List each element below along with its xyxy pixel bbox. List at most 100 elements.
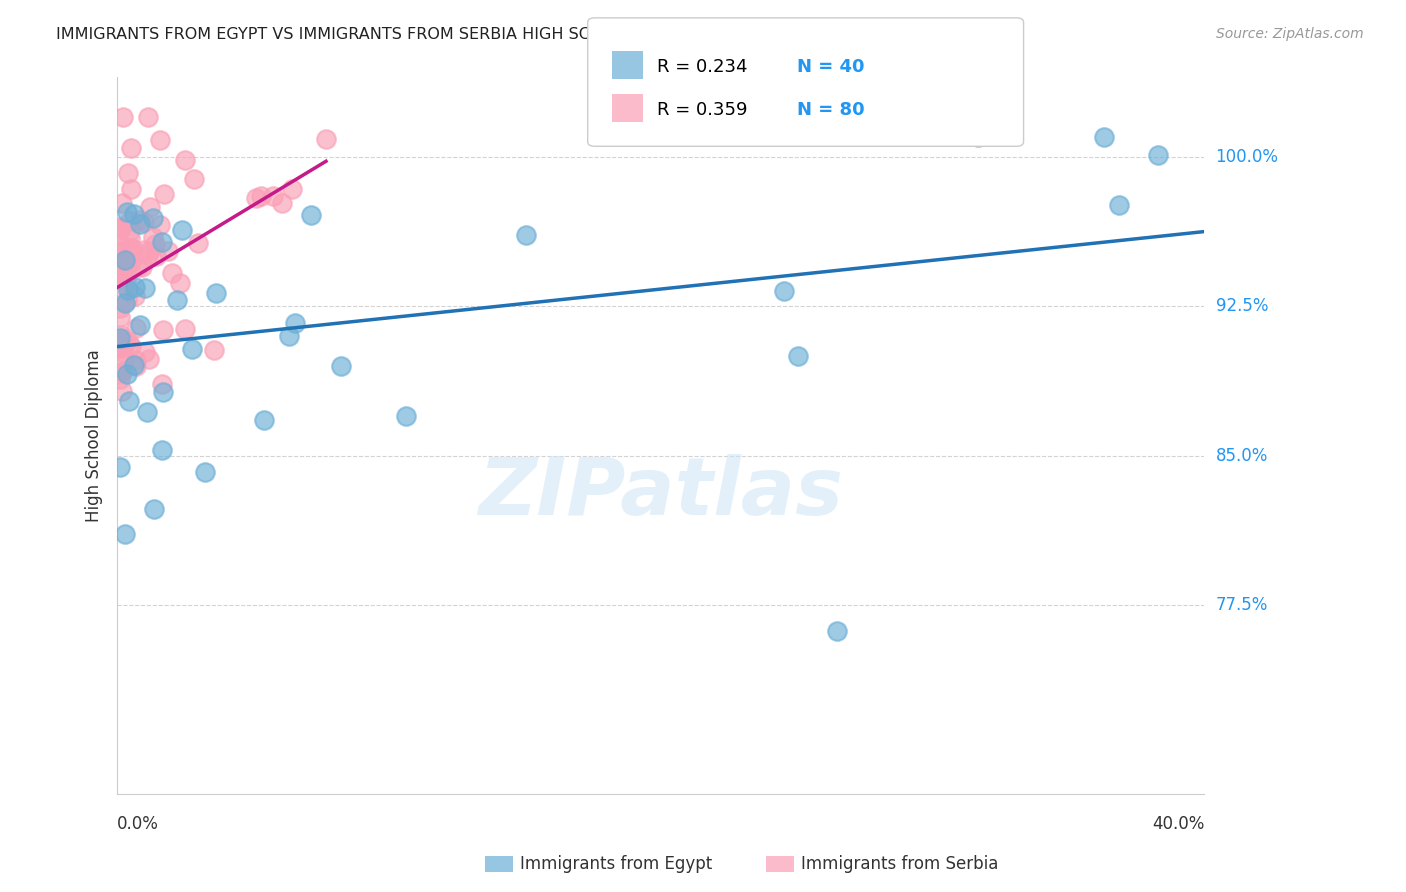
Point: [827, 624, 849, 638]
Point: [108, 371, 131, 385]
Point: [153, 186, 176, 201]
Point: [183, 172, 205, 186]
Point: [301, 208, 323, 222]
Point: [129, 213, 152, 227]
Text: 77.5%: 77.5%: [1216, 596, 1268, 614]
Point: [108, 310, 131, 324]
Text: N = 80: N = 80: [797, 101, 865, 119]
Point: [156, 244, 179, 258]
Point: [120, 339, 142, 353]
Point: [142, 502, 165, 516]
Point: [271, 196, 294, 211]
Point: [122, 358, 145, 372]
Point: [132, 215, 155, 229]
Point: [1147, 148, 1170, 162]
Point: [115, 367, 138, 381]
Text: IMMIGRANTS FROM EGYPT VS IMMIGRANTS FROM SERBIA HIGH SCHOOL DIPLOMA CORRELATION : IMMIGRANTS FROM EGYPT VS IMMIGRANTS FROM…: [56, 27, 893, 42]
Point: [108, 331, 131, 345]
Point: [111, 366, 134, 380]
Point: [118, 394, 141, 409]
Point: [145, 249, 167, 263]
Point: [253, 413, 276, 427]
Point: [152, 385, 174, 400]
Point: [114, 526, 136, 541]
Point: [245, 190, 267, 204]
Point: [120, 224, 142, 238]
Point: [110, 257, 132, 271]
Point: [122, 207, 145, 221]
Point: [111, 340, 134, 354]
Point: [124, 289, 146, 303]
Point: [142, 230, 165, 244]
Point: [108, 460, 131, 475]
Point: [115, 205, 138, 219]
Point: [111, 195, 134, 210]
Point: [143, 237, 166, 252]
Point: [120, 241, 142, 255]
Point: [115, 272, 138, 286]
Point: [250, 189, 273, 203]
Point: [114, 296, 136, 310]
Text: 100.0%: 100.0%: [1216, 148, 1278, 166]
Point: [108, 245, 131, 260]
Text: ZIPatlas: ZIPatlas: [478, 454, 844, 532]
Point: [149, 133, 172, 147]
Point: [112, 282, 135, 296]
Point: [114, 276, 136, 290]
Point: [773, 285, 796, 299]
Point: [181, 343, 204, 357]
Point: [138, 200, 160, 214]
Point: [108, 341, 131, 355]
Point: [125, 353, 148, 368]
Point: [136, 404, 159, 418]
Point: [111, 331, 134, 345]
Point: [134, 243, 156, 257]
Point: [108, 221, 131, 235]
Point: [262, 188, 284, 202]
Point: [166, 293, 188, 308]
Point: [114, 334, 136, 349]
Point: [112, 260, 135, 275]
Y-axis label: High School Diploma: High School Diploma: [86, 350, 103, 522]
Text: 92.5%: 92.5%: [1216, 297, 1268, 315]
Point: [174, 153, 197, 167]
Point: [120, 230, 142, 244]
Point: [138, 352, 160, 367]
Point: [138, 244, 160, 258]
Point: [515, 228, 537, 243]
Point: [395, 409, 418, 424]
Point: [141, 211, 163, 225]
Point: [787, 350, 810, 364]
Point: [117, 283, 139, 297]
Point: [125, 320, 148, 334]
Point: [111, 365, 134, 379]
Point: [329, 359, 352, 373]
Point: [1092, 130, 1115, 145]
Point: [125, 359, 148, 374]
Point: [284, 316, 307, 330]
Point: [150, 443, 173, 458]
Text: 40.0%: 40.0%: [1152, 815, 1205, 833]
Text: N = 40: N = 40: [797, 58, 865, 76]
Point: [174, 322, 197, 336]
Point: [117, 166, 139, 180]
Point: [131, 260, 153, 274]
Text: R = 0.359: R = 0.359: [657, 101, 747, 119]
Point: [111, 110, 134, 124]
Point: [127, 260, 149, 274]
Text: 85.0%: 85.0%: [1216, 447, 1268, 465]
Point: [134, 281, 156, 295]
Point: [112, 240, 135, 254]
Point: [169, 276, 191, 290]
Point: [204, 285, 226, 300]
Point: [120, 255, 142, 269]
Point: [114, 253, 136, 268]
Point: [136, 248, 159, 262]
Point: [280, 182, 302, 196]
Point: [114, 345, 136, 359]
Point: [149, 218, 172, 232]
Point: [108, 334, 131, 348]
Point: [128, 217, 150, 231]
Text: Source: ZipAtlas.com: Source: ZipAtlas.com: [1216, 27, 1364, 41]
Point: [112, 352, 135, 367]
